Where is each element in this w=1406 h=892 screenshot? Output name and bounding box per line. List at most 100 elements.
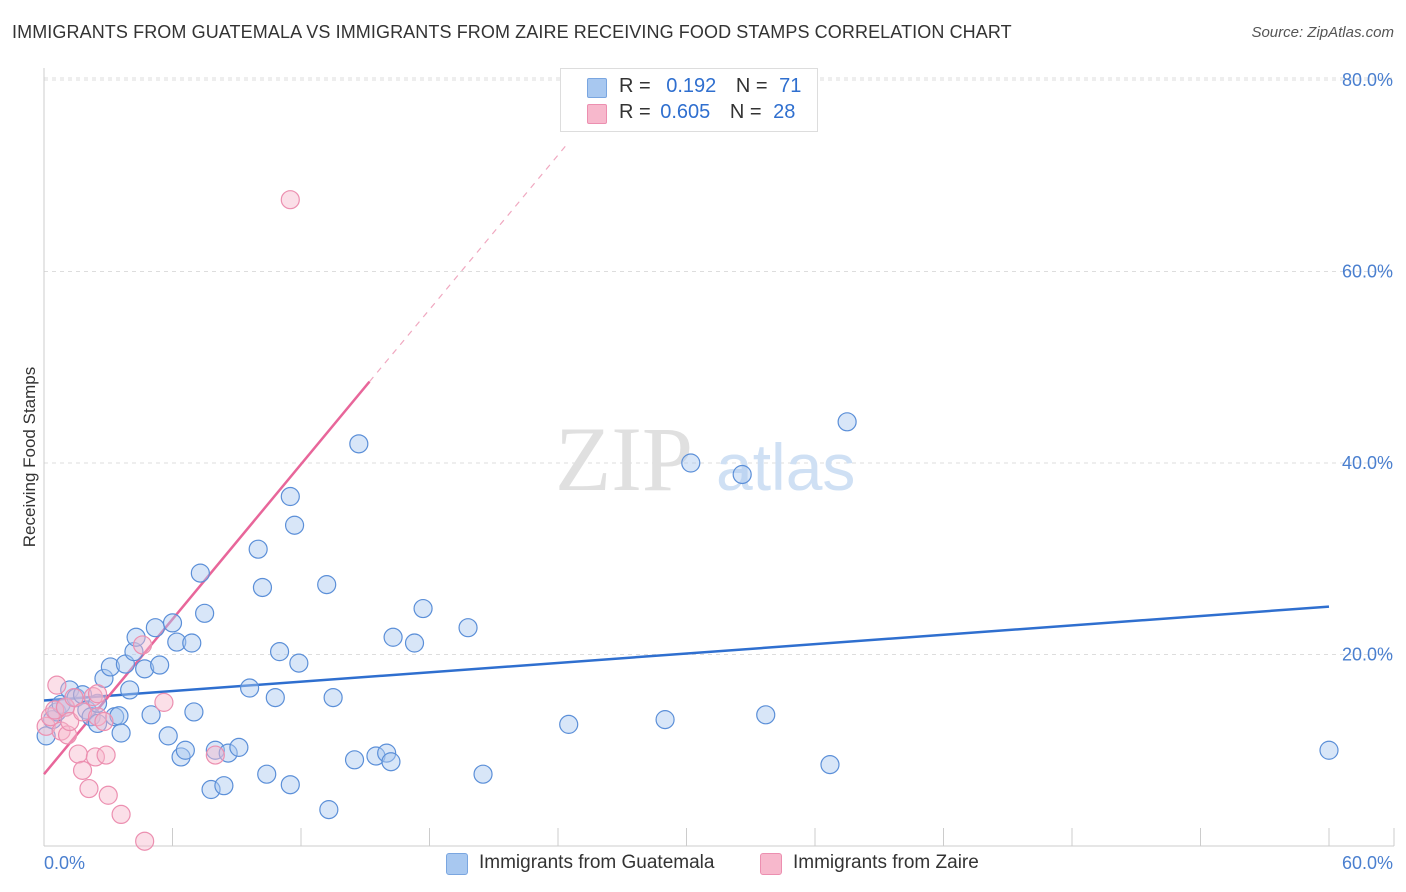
- point-guatemala: [248, 539, 268, 559]
- point-guatemala: [837, 412, 857, 432]
- point-zaire: [47, 675, 67, 695]
- point-guatemala: [381, 752, 401, 772]
- point-guatemala: [252, 577, 273, 598]
- legend-r-value: 0.192: [666, 75, 717, 97]
- point-guatemala: [756, 705, 776, 725]
- point-guatemala: [344, 750, 365, 770]
- point-guatemala: [126, 627, 146, 647]
- trend-line-guatemala: [43, 605, 1330, 702]
- watermark: ZIP atlas: [555, 408, 855, 510]
- point-guatemala: [413, 598, 433, 619]
- point-guatemala: [458, 618, 478, 638]
- point-zaire: [98, 785, 118, 805]
- point-guatemala: [383, 627, 403, 647]
- point-zaire: [64, 687, 84, 708]
- point-guatemala: [655, 710, 675, 730]
- point-guatemala: [681, 453, 701, 473]
- y-tick-label: 60.0%: [1342, 262, 1393, 282]
- y-tick-labels: 20.0% 40.0% 60.0% 80.0%: [1342, 70, 1393, 665]
- point-guatemala: [559, 714, 579, 734]
- x-tick-label-max: 60.0%: [1342, 853, 1393, 873]
- source-credit: Source: ZipAtlas.com: [1251, 24, 1394, 41]
- point-guatemala: [150, 655, 170, 675]
- point-guatemala: [240, 678, 260, 698]
- point-guatemala: [158, 726, 178, 746]
- point-zaire: [96, 745, 116, 765]
- legend-r-label: R =: [619, 101, 651, 123]
- trend-line-zaire: [43, 380, 371, 775]
- bottom-legend-swatch-guatemala: [446, 853, 468, 875]
- point-guatemala: [377, 743, 397, 763]
- point-guatemala: [269, 642, 290, 662]
- x-tick-label-min: 0.0%: [44, 853, 85, 873]
- data-points: [36, 190, 1339, 851]
- watermark-zip: ZIP: [555, 408, 693, 510]
- point-guatemala: [135, 659, 155, 679]
- legend-swatch-guatemala: [587, 78, 607, 98]
- point-guatemala: [201, 779, 221, 800]
- watermark-atlas: atlas: [716, 430, 855, 504]
- legend-r-label: R =: [619, 75, 651, 97]
- point-zaire: [135, 831, 155, 851]
- point-guatemala: [289, 653, 309, 673]
- legend-n-label: N =: [735, 75, 768, 97]
- legend-r-value: 0.605: [660, 101, 711, 123]
- point-guatemala: [111, 723, 131, 743]
- legend-n-label: N =: [729, 101, 762, 123]
- point-guatemala: [190, 563, 210, 583]
- point-guatemala: [182, 633, 202, 653]
- point-guatemala: [120, 680, 140, 700]
- point-zaire: [60, 711, 80, 732]
- point-guatemala: [319, 800, 339, 820]
- point-guatemala: [317, 575, 337, 595]
- point-guatemala: [100, 657, 120, 677]
- bottom-legend-label-guatemala: Immigrants from Guatemala: [479, 852, 715, 873]
- point-guatemala: [349, 434, 369, 454]
- correlation-legend: R = 0.192 N = 71 R = 0.605 N = 28: [560, 68, 818, 132]
- point-guatemala: [820, 755, 840, 775]
- point-guatemala: [214, 776, 234, 796]
- point-guatemala: [257, 764, 277, 784]
- bottom-legend-swatch-zaire: [760, 853, 782, 875]
- point-guatemala: [404, 633, 425, 653]
- point-guatemala: [280, 775, 300, 795]
- point-guatemala: [175, 740, 195, 760]
- point-guatemala: [280, 486, 300, 507]
- point-zaire: [94, 711, 114, 732]
- point-zaire: [111, 804, 131, 825]
- legend-n-value: 28: [773, 101, 796, 123]
- y-axis-label: Receiving Food Stamps: [20, 367, 39, 547]
- point-guatemala: [323, 687, 343, 708]
- point-guatemala: [229, 737, 249, 757]
- point-guatemala: [145, 618, 165, 638]
- point-zaire: [154, 692, 174, 712]
- point-guatemala: [1319, 740, 1339, 760]
- point-zaire: [87, 684, 108, 704]
- point-guatemala: [141, 705, 161, 725]
- point-zaire: [132, 635, 153, 655]
- point-zaire: [36, 716, 56, 736]
- point-guatemala: [184, 702, 204, 722]
- y-tick-label: 20.0%: [1342, 645, 1393, 665]
- point-zaire: [68, 744, 88, 764]
- point-zaire: [79, 778, 99, 799]
- axis-layer: [43, 68, 1395, 847]
- point-zaire: [72, 702, 93, 722]
- point-guatemala: [732, 464, 752, 485]
- point-guatemala: [265, 687, 285, 708]
- y-tick-label: 80.0%: [1342, 70, 1393, 90]
- point-zaire: [280, 190, 300, 210]
- point-guatemala: [162, 613, 183, 633]
- point-guatemala: [284, 515, 305, 535]
- point-zaire: [205, 745, 225, 765]
- point-zaire: [72, 760, 93, 780]
- point-guatemala: [167, 632, 187, 652]
- bottom-legend-label-zaire: Immigrants from Zaire: [793, 852, 979, 873]
- chart-title: IMMIGRANTS FROM GUATEMALA VS IMMIGRANTS …: [12, 22, 1012, 42]
- y-tick-label: 40.0%: [1342, 453, 1393, 473]
- point-guatemala: [366, 746, 386, 766]
- point-zaire: [45, 700, 65, 720]
- grid-layer: [44, 77, 1394, 655]
- legend-n-value: 71: [779, 75, 802, 97]
